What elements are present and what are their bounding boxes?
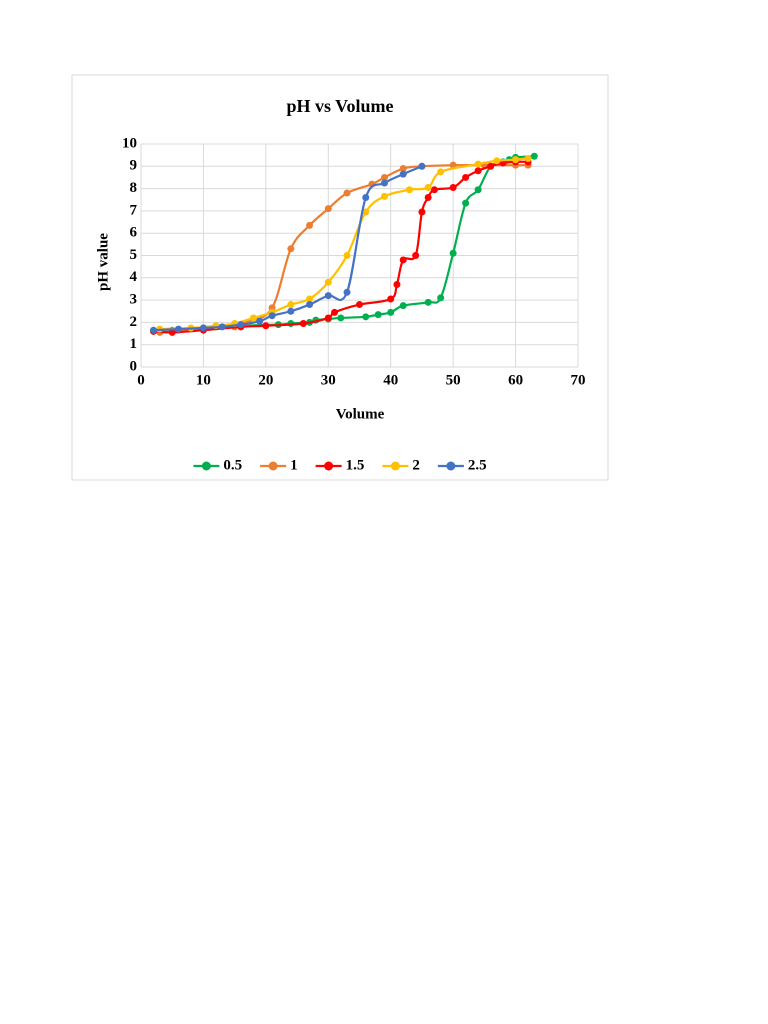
data-point — [512, 156, 520, 164]
legend-marker — [201, 461, 211, 471]
data-point — [380, 173, 388, 181]
data-point — [437, 168, 445, 176]
x-tick-label: 70 — [571, 372, 586, 388]
y-tick-label: 8 — [130, 180, 138, 196]
data-point — [324, 278, 332, 286]
data-point — [262, 322, 270, 330]
data-point — [218, 323, 226, 331]
data-point — [331, 308, 339, 316]
data-point — [399, 165, 407, 173]
data-point — [306, 295, 314, 303]
x-axis-label: Volume — [336, 406, 385, 422]
data-point — [437, 294, 445, 302]
data-point — [412, 252, 420, 259]
data-point — [149, 326, 157, 334]
data-point — [237, 321, 245, 329]
data-point — [449, 183, 457, 191]
data-point — [524, 154, 532, 162]
data-point — [199, 324, 207, 332]
x-tick-label: 60 — [508, 372, 523, 388]
data-point — [380, 192, 388, 200]
data-point — [362, 208, 370, 216]
data-point — [343, 288, 351, 296]
data-point — [474, 160, 482, 168]
x-tick-label: 20 — [258, 372, 273, 388]
data-point — [343, 252, 351, 259]
data-point — [324, 314, 332, 322]
x-tick-label: 0 — [137, 372, 145, 388]
data-point — [249, 314, 257, 322]
legend-label: 1.5 — [346, 457, 365, 473]
y-tick-label: 6 — [130, 225, 138, 241]
legend-marker — [390, 461, 400, 471]
data-point — [374, 311, 382, 319]
y-tick-label: 3 — [130, 292, 138, 308]
data-point — [324, 292, 332, 300]
x-tick-label: 40 — [383, 372, 398, 388]
data-point — [362, 313, 370, 321]
legend-marker — [324, 461, 334, 471]
data-point — [324, 205, 332, 213]
data-point — [424, 298, 432, 306]
legend-label: 2 — [412, 457, 420, 473]
y-tick-label: 9 — [130, 158, 138, 174]
data-point — [462, 199, 470, 207]
data-point — [287, 307, 295, 315]
data-point — [343, 189, 351, 197]
data-point — [287, 245, 295, 253]
data-point — [424, 183, 432, 191]
legend: 0.5 1 1.5 2 2.5 — [193, 457, 487, 473]
data-point — [418, 162, 426, 170]
chart-title: pH vs Volume — [286, 96, 393, 116]
data-point — [418, 208, 426, 216]
data-point — [256, 317, 264, 325]
y-tick-label: 2 — [130, 314, 138, 330]
data-point — [449, 249, 457, 257]
legend-label: 0.5 — [223, 457, 242, 473]
y-tick-label: 1 — [130, 336, 138, 352]
legend-marker — [268, 461, 278, 471]
data-point — [174, 325, 182, 333]
data-point — [530, 152, 538, 160]
data-point — [306, 301, 314, 309]
y-tick-label: 0 — [130, 358, 138, 374]
data-point — [356, 301, 363, 309]
x-tick-label: 10 — [196, 372, 211, 388]
data-point — [399, 170, 407, 178]
data-point — [387, 295, 395, 303]
data-point — [430, 186, 438, 194]
data-point — [287, 301, 295, 309]
x-tick-label: 30 — [321, 372, 336, 388]
data-point — [474, 186, 482, 194]
data-point — [424, 194, 432, 202]
data-point — [306, 221, 314, 229]
data-point — [474, 167, 482, 175]
data-point — [362, 194, 370, 202]
y-tick-label: 4 — [130, 269, 138, 285]
y-tick-label: 7 — [130, 202, 138, 218]
legend-marker — [446, 461, 456, 471]
data-point — [337, 314, 345, 322]
data-point — [399, 256, 407, 264]
data-point — [387, 308, 395, 316]
legend-label: 2.5 — [468, 457, 487, 473]
data-point — [268, 312, 276, 320]
data-point — [393, 280, 401, 288]
data-point — [493, 157, 501, 165]
y-axis-label: pH value — [95, 233, 111, 291]
x-tick-label: 50 — [446, 372, 461, 388]
data-point — [299, 320, 307, 328]
data-point — [399, 302, 407, 310]
data-point — [405, 186, 413, 194]
y-tick-label: 10 — [122, 135, 137, 151]
data-point — [380, 179, 388, 187]
legend-label: 1 — [290, 457, 298, 473]
y-tick-label: 5 — [130, 247, 138, 263]
data-point — [487, 162, 495, 170]
data-point — [462, 173, 470, 181]
data-point — [168, 328, 176, 336]
